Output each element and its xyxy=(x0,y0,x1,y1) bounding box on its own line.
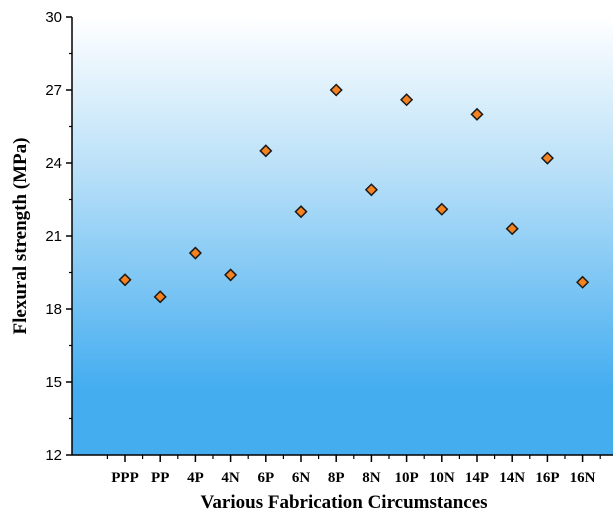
x-tick-label: 8P xyxy=(328,470,345,486)
x-tick-label: PP xyxy=(151,470,169,486)
y-tick-label: 27 xyxy=(45,82,62,99)
x-tick-label: 8N xyxy=(362,470,381,486)
y-tick-label: 18 xyxy=(45,301,62,318)
y-tick-label: 30 xyxy=(45,9,62,26)
x-tick-label: 14P xyxy=(465,470,489,486)
x-tick-label: 10N xyxy=(429,470,455,486)
data-point-pp xyxy=(153,290,167,304)
x-tick-labels: PPP PP 4P 4N 6P 6N 8P 8N 10P 10N 14P 14N 16P 16N xyxy=(111,470,595,486)
x-tick-label: 4P xyxy=(187,470,204,486)
plot-background xyxy=(72,17,613,455)
x-axis-ticks xyxy=(106,455,601,462)
data-point-4p xyxy=(188,246,202,260)
data-point-10n xyxy=(435,202,449,216)
x-axis-title: Various Fabrication Circumstances xyxy=(200,492,487,513)
x-tick-label: PPP xyxy=(111,470,139,486)
x-tick-label: 6N xyxy=(292,470,311,486)
data-point-8p xyxy=(329,83,343,97)
data-point-6n xyxy=(294,205,308,219)
y-tick-label: 15 xyxy=(45,374,62,391)
y-tick-label: 21 xyxy=(45,228,62,245)
x-tick-label: 10P xyxy=(395,470,419,486)
data-points xyxy=(118,83,590,304)
data-point-ppp xyxy=(118,273,132,287)
x-tick-label: 16N xyxy=(570,470,596,486)
data-point-4n xyxy=(224,268,238,282)
x-tick-label: 4N xyxy=(221,470,240,486)
data-point-6p xyxy=(259,144,273,158)
y-tick-label: 24 xyxy=(45,155,62,172)
y-axis-ticks xyxy=(66,16,72,456)
data-point-16p xyxy=(540,151,554,165)
x-tick-label: 6P xyxy=(257,470,274,486)
data-point-14n xyxy=(505,222,519,236)
data-point-10p xyxy=(400,93,414,107)
x-tick-label: 16P xyxy=(535,470,559,486)
y-tick-label: 12 xyxy=(45,447,62,464)
data-point-14p xyxy=(470,107,484,121)
y-axis-title: Flexural strength (MPa) xyxy=(10,138,31,335)
y-tick-labels: 12 15 18 21 24 27 30 xyxy=(45,9,62,464)
x-tick-label: 14N xyxy=(499,470,525,486)
data-point-16n xyxy=(576,275,590,289)
data-point-8n xyxy=(364,183,378,197)
